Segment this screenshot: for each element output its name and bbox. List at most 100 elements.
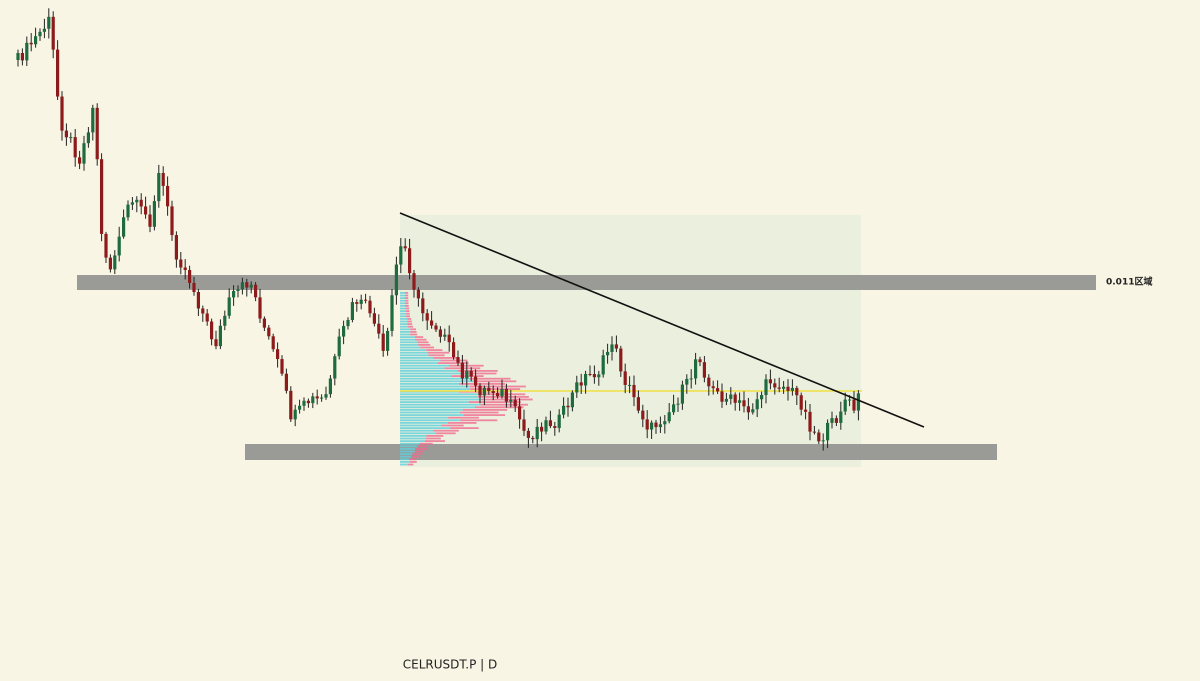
candle-body <box>135 199 139 203</box>
profile-up <box>400 403 481 406</box>
candle-body <box>641 410 645 420</box>
candle-body <box>782 386 786 389</box>
candle-body <box>91 107 95 133</box>
profile-down <box>415 338 427 341</box>
zone-label: 0.011区域 <box>1106 276 1152 288</box>
candle-body <box>518 406 522 420</box>
candle-body <box>342 326 346 337</box>
candle-body <box>452 342 456 358</box>
candle-body <box>25 42 29 61</box>
profile-up <box>400 401 469 403</box>
profile-up <box>400 325 408 328</box>
profile-down <box>441 424 464 427</box>
profile-up <box>400 388 471 390</box>
candle-body <box>100 159 104 234</box>
candle-body <box>355 302 359 304</box>
candle-body <box>249 284 253 288</box>
candle-body <box>606 351 610 356</box>
profile-down <box>409 461 417 463</box>
candle-body <box>311 396 315 404</box>
candle-body <box>482 387 486 396</box>
candle-body <box>597 374 601 378</box>
candle-body <box>108 257 112 270</box>
candle-body <box>751 409 755 413</box>
candle-body <box>742 400 746 407</box>
candle-body <box>553 426 557 428</box>
candle-body <box>364 299 368 301</box>
candle-body <box>69 137 73 139</box>
candle-body <box>434 325 438 330</box>
profile-up <box>400 370 458 372</box>
candle-body <box>760 395 764 400</box>
profile-down <box>426 435 444 437</box>
profile-down <box>405 307 410 310</box>
profile-down <box>407 318 412 320</box>
candle-body <box>386 330 390 351</box>
candle-body <box>95 107 99 160</box>
candle-body <box>447 334 451 343</box>
profile-down <box>462 409 508 411</box>
candle-body <box>298 405 302 410</box>
profile-up <box>400 302 405 305</box>
candle-body <box>34 36 38 45</box>
profile-up <box>400 346 421 349</box>
profile-down <box>440 359 468 362</box>
candle-body <box>632 384 636 398</box>
candle-body <box>254 284 258 298</box>
profile-up <box>400 383 460 385</box>
profile-down <box>408 463 414 466</box>
profile-up <box>400 411 460 414</box>
candle-body <box>729 394 733 399</box>
profile-down <box>414 336 424 338</box>
candle-body <box>372 313 376 324</box>
candle-body <box>333 356 337 379</box>
candle-body <box>416 289 420 299</box>
candle-body <box>320 397 324 399</box>
candle-body <box>628 384 632 386</box>
profile-up <box>400 429 434 432</box>
profile-down <box>406 312 410 315</box>
profile-up <box>400 437 426 440</box>
profile-up <box>400 393 482 396</box>
candle-body <box>548 420 552 427</box>
profile-up <box>400 414 464 416</box>
candle-body <box>113 255 117 270</box>
candle-body <box>658 424 662 428</box>
candle-body <box>210 321 214 340</box>
profile-up <box>400 372 462 375</box>
candle-body <box>474 376 478 386</box>
profile-up <box>400 445 418 448</box>
candle-body <box>196 292 200 309</box>
candle-body <box>773 383 777 388</box>
profile-down <box>469 377 511 380</box>
profile-down <box>411 455 420 458</box>
profile-up <box>400 312 407 315</box>
profile-down <box>405 292 409 294</box>
candle-body <box>328 378 332 395</box>
candle-body <box>86 132 90 144</box>
candle-body <box>284 373 288 391</box>
candle-body <box>808 411 812 432</box>
candle-body <box>148 214 152 227</box>
candle-body <box>738 400 742 403</box>
candle-body <box>271 336 275 350</box>
candle-body <box>20 53 24 61</box>
profile-down <box>412 453 423 455</box>
candle-body <box>676 403 680 405</box>
profile-down <box>426 349 443 351</box>
candle-body <box>821 440 825 442</box>
candle-body <box>56 49 60 97</box>
candle-body <box>359 299 363 304</box>
profile-up <box>400 307 406 310</box>
profile-down <box>418 344 431 346</box>
profile-down <box>474 406 524 409</box>
candle-body <box>60 96 64 131</box>
candle-body <box>117 236 121 256</box>
profile-up <box>400 323 408 325</box>
profile-up <box>400 448 416 450</box>
profile-down <box>428 354 445 357</box>
profile-up <box>400 297 406 299</box>
candle-body <box>500 388 504 397</box>
candle-body <box>707 377 711 387</box>
profile-up <box>400 380 474 383</box>
